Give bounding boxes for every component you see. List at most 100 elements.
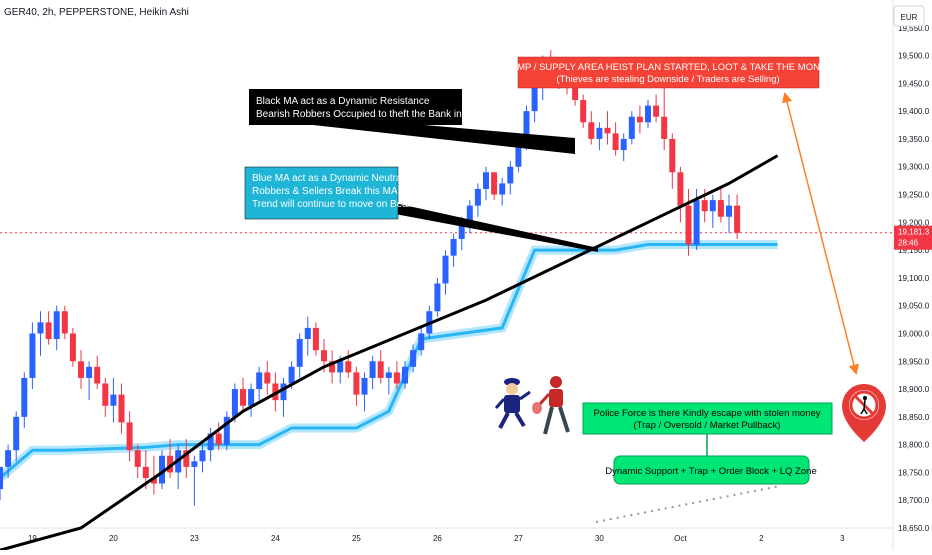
candle-body	[410, 350, 417, 367]
police-box-line-2: (Trap / Oversold / Market Pullback)	[634, 420, 781, 431]
orange-double-arrow	[781, 91, 860, 376]
candle-body	[118, 394, 125, 423]
candle-body	[442, 255, 449, 284]
candle-body	[288, 366, 295, 384]
bar-countdown: 28:46	[898, 239, 919, 248]
candle-body	[377, 361, 384, 378]
time-tick-label: Oct	[674, 534, 687, 543]
candle-body	[110, 394, 117, 406]
candle-body	[126, 422, 133, 451]
candle-body	[304, 327, 311, 340]
candle-body	[296, 339, 303, 367]
candle-body	[523, 111, 530, 139]
candle-body	[142, 466, 149, 478]
time-tick-label: 30	[595, 534, 604, 543]
candle-body	[78, 361, 84, 378]
candle-body	[183, 450, 190, 467]
time-tick-label: 19	[28, 534, 37, 543]
price-tick-label: 19,300.0	[898, 163, 930, 172]
candle-body	[466, 205, 473, 223]
candle-body	[167, 455, 174, 473]
time-tick-label: 25	[352, 534, 361, 543]
price-tick-label: 19,550.0	[898, 24, 930, 33]
candle-body	[474, 188, 481, 206]
price-tick-label: 19,200.0	[898, 218, 930, 227]
blue-callout-line-3: Trend will continue to move on Bearish	[252, 199, 424, 210]
price-axis-panel	[893, 0, 932, 550]
candle-body	[628, 116, 635, 139]
candle-body	[645, 105, 651, 123]
candle-body	[588, 122, 595, 139]
price-tick-label: 19,150.0	[898, 246, 930, 255]
candle-body	[248, 389, 255, 406]
price-tick-label: 18,950.0	[898, 357, 930, 366]
candle-body	[612, 133, 619, 151]
black-ma-line	[0, 154, 779, 552]
time-tick-label: 23	[190, 534, 199, 543]
candle-body	[515, 138, 522, 167]
price-tick-label: 18,900.0	[898, 385, 930, 394]
price-tick-label: 18,700.0	[898, 496, 930, 505]
time-tick-label: 3	[840, 534, 845, 543]
candle-body	[45, 322, 52, 340]
police-officer-icon	[494, 378, 531, 429]
candle-body	[69, 333, 76, 362]
candle-body	[669, 138, 676, 173]
blue-ma-callout	[244, 166, 399, 220]
black-callout-line-2: Bearish Robbers Occupied to theft the Ba…	[256, 109, 501, 120]
price-tick-label: 18,650.0	[898, 524, 930, 533]
price-tick-label: 19,100.0	[898, 274, 930, 283]
blue-callout-line-2: Robbers & Sellers Break this MA	[252, 186, 398, 197]
time-axis-ticks: 19 20 23 24 25 26 27 30 Oct 2 3	[28, 534, 845, 543]
price-tick-label: 18,800.0	[898, 441, 930, 450]
candle-body	[483, 172, 489, 189]
last-price-badge: 19,181.3 28:46	[894, 225, 932, 250]
blue-ma	[0, 240, 778, 482]
candle-body	[353, 372, 360, 395]
chart-title: GER40, 2h, PEPPERSTONE, Heikin Ashi	[4, 7, 189, 18]
candle-body	[94, 366, 101, 384]
candle-body	[134, 450, 141, 467]
candle-body	[337, 361, 344, 373]
candle-body	[450, 238, 457, 256]
price-tick-label: 19,000.0	[898, 329, 930, 338]
price-tick-label: 19,250.0	[898, 191, 930, 200]
candles	[0, 50, 741, 506]
candle-body	[53, 311, 60, 340]
police-box-line-1: Police Force is there Kindly escape with…	[593, 408, 820, 419]
time-tick-label: 24	[271, 534, 280, 543]
candle-body	[726, 205, 732, 217]
price-axis-ticks: 19,550.0 19,500.0 19,450.0 19,400.0 19,350.0…	[898, 24, 930, 533]
candle-body	[580, 100, 587, 123]
candle-body	[636, 116, 643, 123]
candle-body	[256, 372, 263, 390]
candle-body	[385, 372, 392, 378]
blue-callout-pointer	[395, 203, 598, 252]
candle-body	[312, 327, 319, 351]
candle-body	[191, 461, 198, 467]
price-tick-label: 18,850.0	[898, 413, 930, 422]
currency-label: EUR	[901, 13, 918, 22]
candle-body	[159, 455, 165, 484]
candle-body	[5, 450, 12, 467]
candle-body	[86, 366, 93, 378]
candle-body	[207, 433, 214, 451]
time-tick-label: 27	[514, 534, 523, 543]
candle-body	[369, 361, 376, 378]
candle-body	[345, 361, 352, 373]
candle-body	[240, 389, 246, 406]
candle-body	[231, 389, 238, 417]
price-tick-label: 19,500.0	[898, 52, 930, 61]
candle-body	[280, 383, 287, 401]
last-price-value: 19,181.3	[898, 228, 930, 237]
currency-button[interactable]: EUR	[893, 5, 925, 27]
time-tick-label: 26	[433, 534, 442, 543]
candle-body	[734, 205, 741, 233]
price-tick-label: 18,750.0	[898, 468, 930, 477]
blue-ma-line	[0, 243, 778, 480]
candle-body	[29, 333, 36, 378]
candle-body	[21, 377, 28, 417]
candle-body	[596, 127, 603, 139]
candle-body	[13, 416, 20, 451]
